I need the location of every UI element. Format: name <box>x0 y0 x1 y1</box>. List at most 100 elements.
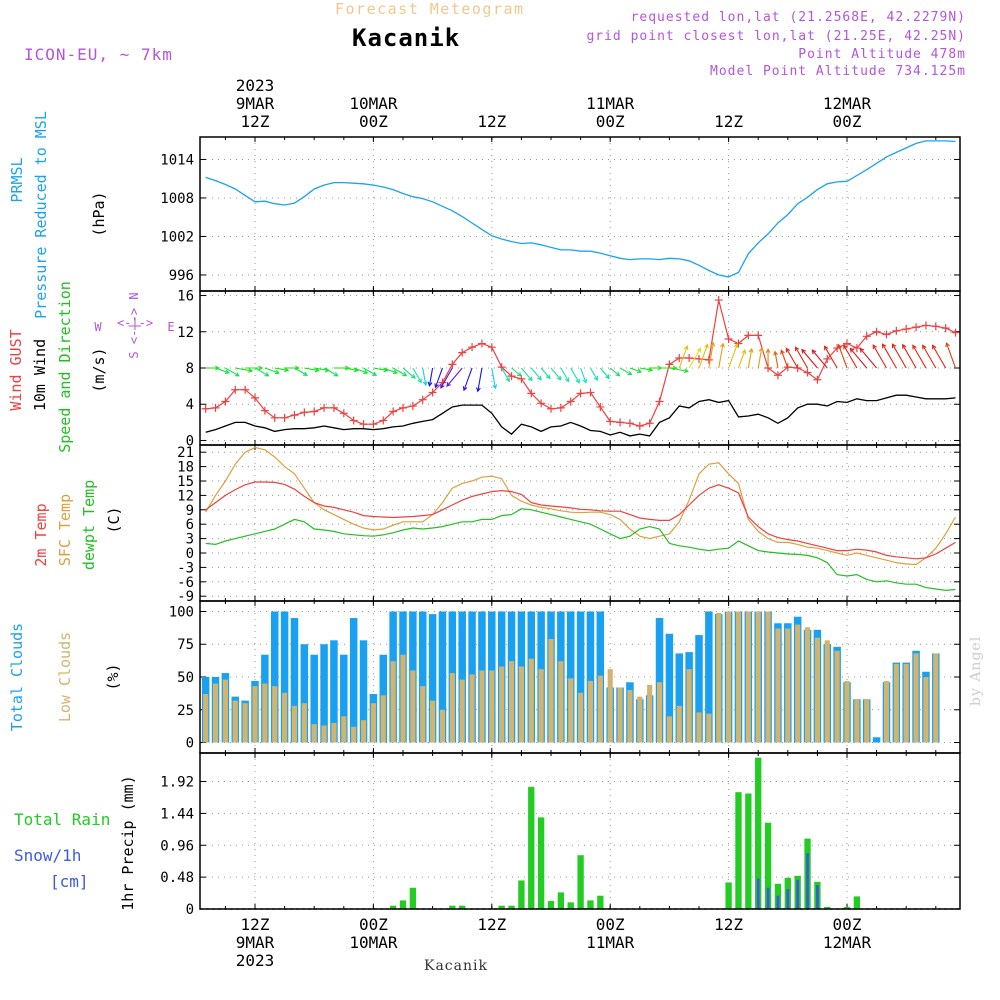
wind-arrow-head <box>564 377 570 383</box>
wind-arrow-head <box>248 368 254 373</box>
wind-arrow-head <box>545 374 551 380</box>
gust-marker <box>685 354 694 363</box>
low-cloud-bar <box>647 684 653 743</box>
location-title: Kacanik <box>352 24 461 52</box>
total-cloud-bar <box>576 611 585 743</box>
ylabel-wind10m: 10m Wind <box>31 339 49 411</box>
wind-arrow-head <box>333 372 339 377</box>
wind-arrow <box>428 367 434 386</box>
rain-bar <box>755 757 762 909</box>
wind-arrow <box>849 348 868 369</box>
wind-arrow <box>780 350 789 369</box>
low-cloud-bar <box>548 639 554 743</box>
gust-marker <box>260 406 269 415</box>
y-tick-label: 12 <box>177 325 194 341</box>
low-cloud-bar <box>430 700 436 743</box>
y-tick-label: -9 <box>177 589 194 605</box>
y-tick-label: 0 <box>186 546 194 562</box>
gust-marker <box>280 413 289 422</box>
gust-marker <box>635 421 644 430</box>
wind-arrow-head <box>527 376 533 382</box>
y-tick-label: 1008 <box>160 191 194 207</box>
total-cloud-bar <box>695 635 703 743</box>
low-cloud-bar <box>311 724 317 743</box>
rain-bar <box>557 892 565 909</box>
wind-arrow-head <box>627 370 633 376</box>
wind-arrow-head <box>696 347 702 353</box>
low-cloud-bar <box>834 650 840 743</box>
wind-arrow-head <box>872 344 877 350</box>
low-cloud-bar <box>706 713 712 743</box>
gust-marker <box>290 411 299 420</box>
ylabel-precip: 1hr Precip (mm) <box>119 775 137 910</box>
low-cloud-bar <box>410 670 416 743</box>
y-tick-label: 1014 <box>160 152 194 168</box>
wind-arrow <box>570 367 580 383</box>
wind-arrow-head <box>741 348 747 355</box>
wind-arrow-head <box>476 387 481 393</box>
total-cloud-bar <box>300 644 309 743</box>
total-cloud-bar <box>280 611 289 743</box>
gust-marker <box>754 331 763 340</box>
snow-bar <box>756 878 760 909</box>
total-cloud-bar <box>340 654 348 743</box>
gust-marker <box>428 388 437 397</box>
wind-arrow-head <box>882 343 887 349</box>
time-label-top: 9MAR <box>236 94 275 113</box>
gust-marker <box>882 330 891 339</box>
low-cloud-bar <box>745 611 751 743</box>
ylabel-percent: (%) <box>104 663 122 690</box>
wind-arrow <box>383 367 398 374</box>
wind-arrow <box>891 343 907 369</box>
gust-marker <box>823 354 832 363</box>
total-cloud-bar <box>872 737 881 743</box>
compass-e: E <box>167 320 174 334</box>
gust-marker <box>734 339 743 348</box>
ylabel-sfctemp: SFC Temp <box>56 494 74 566</box>
gust-marker <box>803 368 812 377</box>
gust-marker <box>576 389 585 398</box>
wind-arrow-head <box>891 343 897 349</box>
y-tick-label: 75 <box>177 637 194 653</box>
snow-bar <box>766 887 770 909</box>
rain-bar <box>764 822 772 909</box>
wind-arrow-head <box>704 343 709 349</box>
gust-marker <box>872 327 881 336</box>
total-cloud-bar <box>458 611 466 743</box>
gust-marker <box>201 404 210 413</box>
wind-arrow-head <box>517 372 522 377</box>
rain-bar <box>853 896 861 909</box>
wind-arrow <box>235 367 253 372</box>
total-cloud-bar <box>586 611 595 743</box>
wind-arrow <box>530 367 542 381</box>
wind-arrow <box>491 367 496 389</box>
low-cloud-bar <box>726 611 732 743</box>
low-cloud-bar <box>558 661 564 743</box>
gust-marker <box>744 331 753 340</box>
low-cloud-bar <box>469 674 475 743</box>
gust-marker <box>339 409 348 418</box>
gust-marker <box>359 420 368 429</box>
wind-arrow <box>392 367 407 377</box>
rain-bar <box>389 905 397 909</box>
low-cloud-bar <box>903 663 909 743</box>
rain-bar <box>725 882 732 909</box>
wind-arrow-head <box>345 365 350 371</box>
gust-marker <box>902 325 911 334</box>
low-cloud-bar <box>291 705 298 743</box>
wind-arrow-head <box>859 347 865 353</box>
low-cloud-bar <box>538 669 544 743</box>
gust-marker <box>645 419 654 428</box>
ylabel-hpa: (hPa) <box>90 191 108 236</box>
low-cloud-bar <box>568 678 574 743</box>
time-label-bottom: 12Z <box>477 915 506 934</box>
wind-arrow <box>402 367 416 379</box>
time-label-top: 00Z <box>596 112 625 131</box>
gust-marker <box>625 419 634 428</box>
wind-arrow <box>945 342 957 369</box>
y-tick-label: 4 <box>186 397 194 413</box>
wind-arrow <box>550 367 562 381</box>
rain-bar <box>843 907 851 909</box>
low-cloud-bar <box>893 663 899 743</box>
low-cloud-bar <box>370 703 376 743</box>
